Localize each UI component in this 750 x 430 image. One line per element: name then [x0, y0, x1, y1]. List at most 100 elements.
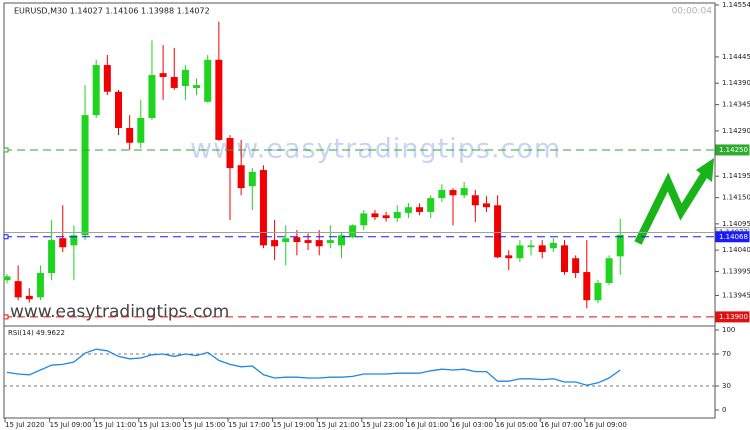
candle-body — [471, 195, 479, 206]
x-tick-label: 15 Jul 13:00 — [139, 421, 181, 429]
candle-body — [282, 238, 290, 243]
level-label: 1.13900 — [719, 313, 748, 321]
candle-body — [126, 128, 134, 143]
level-label-box — [715, 311, 750, 323]
arrow — [634, 169, 710, 245]
candle-body — [371, 213, 379, 218]
candle-body — [48, 240, 56, 274]
x-tick-label: 16 Jul 03:00 — [451, 421, 493, 429]
candle-body — [271, 240, 279, 247]
candle-body — [494, 205, 502, 258]
candle-body — [204, 59, 212, 102]
level-marker — [3, 147, 9, 153]
candle-body — [304, 240, 312, 243]
y-tick-label: 1.14445 — [722, 53, 750, 61]
candle-body — [103, 65, 111, 92]
y-tick-label: 1.14290 — [722, 127, 750, 135]
candle-body — [449, 190, 457, 196]
x-tick-label: 16 Jul 05:00 — [496, 421, 538, 429]
candle-body — [605, 258, 613, 284]
y-tick-label: 1.14195 — [722, 172, 750, 180]
rsi-tick-label: 30 — [722, 382, 731, 390]
candle-body — [360, 213, 368, 226]
candle-body — [416, 207, 424, 212]
y-tick-label: 1.14095 — [722, 220, 750, 228]
x-tick-label: 15 Jul 15:00 — [183, 421, 225, 429]
x-tick-label: 15 Jul 23:00 — [362, 421, 404, 429]
rsi-tick-label: 0 — [722, 406, 726, 414]
candle-body — [438, 190, 446, 199]
y-tick-label: 1.14390 — [722, 79, 750, 87]
candle-body — [427, 198, 435, 212]
candle-body — [293, 237, 301, 243]
indicator-label: RSI(14) 49.9622 — [8, 329, 65, 337]
level-label-box — [715, 144, 750, 156]
candle-body — [70, 235, 78, 246]
candle-body — [404, 207, 412, 213]
level-label: 1.14068 — [719, 233, 748, 241]
candle-body — [181, 69, 189, 87]
candle-body — [460, 188, 468, 196]
y-tick-label: 1.13995 — [722, 268, 750, 276]
candle-body — [170, 76, 178, 88]
candle-body — [25, 295, 33, 300]
candle-body — [259, 169, 267, 246]
level-label-box — [715, 231, 750, 243]
candle-body — [572, 258, 580, 274]
candle-body — [3, 276, 11, 281]
candle-body — [349, 225, 357, 238]
frame — [3, 2, 716, 419]
y-tick-label: 1.14554 — [722, 1, 750, 9]
candle-body — [583, 272, 591, 301]
arrow-head — [696, 158, 714, 182]
level-marker — [3, 314, 9, 320]
candle-body — [315, 240, 323, 247]
candle-body — [215, 59, 223, 140]
candle-body — [516, 245, 524, 259]
rsi-tick-label: 100 — [722, 326, 735, 334]
chart-title: EURUSD,M30 1.14027 1.14106 1.13988 1.140… — [14, 7, 210, 16]
y-tick-label: 1.14040 — [722, 246, 750, 254]
timer: 00:00:04 — [672, 7, 713, 17]
x-tick-label: 16 Jul 07:00 — [540, 421, 582, 429]
watermark: www.easytradingtips.com — [10, 302, 229, 322]
candle-body — [505, 255, 513, 259]
rsi-tick-label: 70 — [722, 350, 731, 358]
x-tick-label: 15 Jul 11:00 — [94, 421, 136, 429]
candle-body — [81, 115, 89, 236]
candle-body — [326, 240, 334, 243]
x-tick-label: 15 Jul 21:00 — [317, 421, 359, 429]
candle-body — [561, 245, 568, 273]
level-label: 1.14250 — [719, 146, 748, 154]
candle-body — [159, 73, 167, 77]
y-tick-label: 1.14150 — [722, 194, 750, 202]
candle-body — [237, 165, 245, 189]
x-tick-label: 15 Jul 19:00 — [273, 421, 315, 429]
level-marker — [3, 234, 9, 240]
x-tick-label: 15 Jul 2020 — [5, 421, 45, 429]
candle-body — [594, 283, 602, 301]
candle-body — [36, 273, 44, 298]
candle-body — [59, 238, 67, 248]
x-tick-label: 15 Jul 17:00 — [228, 421, 270, 429]
candle-body — [148, 75, 156, 118]
candle-body — [482, 203, 490, 208]
watermark-faint: www.easytradingtips.com — [190, 134, 561, 165]
candle-body — [92, 65, 100, 116]
rsi-line — [6, 348, 621, 386]
candle-body — [14, 281, 22, 298]
candle-body — [616, 234, 624, 257]
y-tick-label: 1.14345 — [722, 101, 750, 109]
candle-body — [527, 245, 535, 248]
candle-body — [382, 215, 390, 219]
candle-body — [193, 85, 201, 88]
x-tick-label: 16 Jul 09:00 — [585, 421, 627, 429]
candle-body — [226, 138, 234, 169]
candle-body — [338, 235, 345, 246]
candle-body — [549, 242, 557, 249]
x-tick-label: 15 Jul 09:00 — [50, 421, 92, 429]
candle-body — [393, 211, 401, 219]
y-tick-label: 1.13945 — [722, 291, 750, 299]
candle-body — [248, 171, 256, 187]
